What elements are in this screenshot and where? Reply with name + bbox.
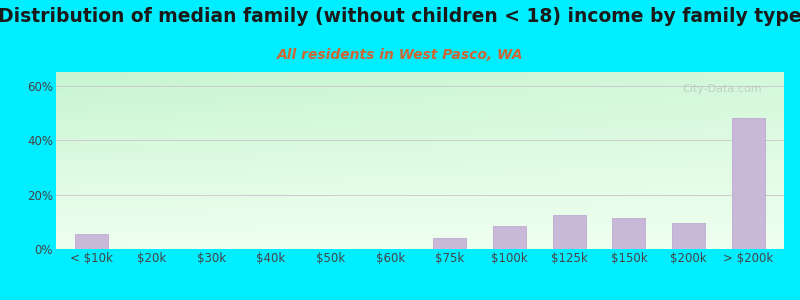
Bar	[613, 218, 646, 249]
Bar	[75, 234, 108, 249]
Bar	[434, 238, 466, 249]
Bar	[672, 223, 705, 249]
Bar	[553, 215, 586, 249]
Bar	[732, 118, 765, 249]
Bar	[493, 226, 526, 249]
Text: All residents in West Pasco, WA: All residents in West Pasco, WA	[277, 48, 523, 62]
Text: Distribution of median family (without children < 18) income by family type: Distribution of median family (without c…	[0, 8, 800, 26]
Text: City-Data.com: City-Data.com	[682, 84, 762, 94]
